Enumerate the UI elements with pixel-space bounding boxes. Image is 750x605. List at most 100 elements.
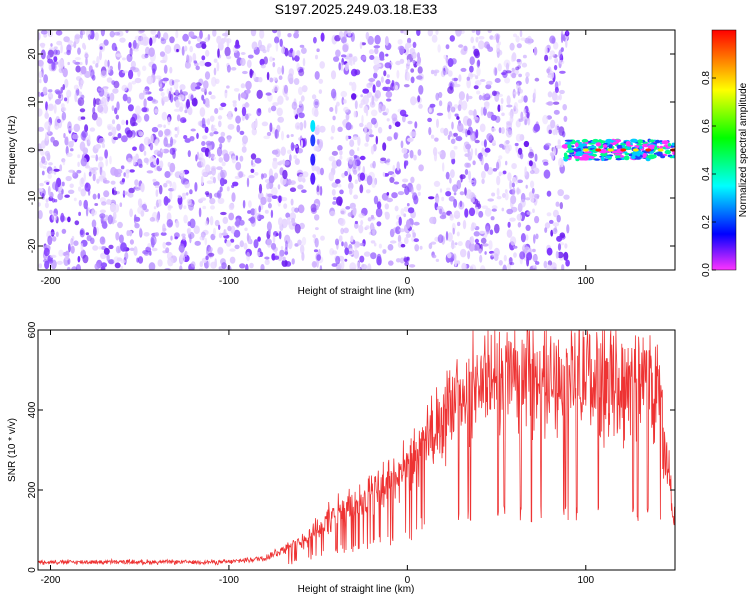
spectrogram-noise-blob [364, 142, 369, 147]
spectrogram-noise-blob [400, 243, 406, 248]
spectrogram-noise-blob [114, 107, 118, 115]
spectrogram-noise-blob [330, 136, 334, 140]
spectrogram-noise-blob [320, 235, 325, 241]
spectrogram-noise-blob [370, 145, 375, 155]
spectrogram-noise-blob [258, 214, 265, 220]
spectrogram-noise-blob [74, 35, 80, 45]
spectrogram-noise-blob [475, 206, 479, 215]
spectrogram-noise-blob [403, 84, 410, 88]
spectrogram-noise-blob [201, 43, 207, 49]
spectrogram-noise-blob [563, 194, 570, 200]
spectrogram-noise-blob [186, 54, 190, 64]
spectrogram-noise-blob [300, 139, 303, 148]
spectrogram-noise-blob [66, 89, 72, 98]
colorbar-tick-label: 0.0 [701, 263, 712, 277]
spectrogram-noise-blob [139, 227, 142, 236]
spectrogram-noise-blob [301, 236, 307, 246]
spectrogram-noise-blob [117, 133, 122, 139]
spectrogram-noise-blob [405, 160, 409, 166]
spectrogram-noise-blob [233, 88, 240, 92]
spectrogram-noise-blob [473, 231, 480, 237]
spectrogram-noise-blob [301, 252, 305, 261]
spectrogram-noise-blob [463, 45, 468, 52]
spectrogram-noise-blob [314, 166, 321, 172]
spectrogram-noise-blob [373, 65, 378, 74]
spectrogram-noise-blob [147, 243, 152, 248]
spectrogram-noise-blob [163, 64, 168, 74]
spectrogram-noise-blob [162, 223, 166, 234]
spectrogram-noise-blob [117, 221, 123, 229]
spectrogram-noise-blob [234, 244, 240, 250]
spectrogram-streak-blob [310, 172, 316, 185]
spectrogram-noise-blob [311, 94, 317, 100]
spectrogram-noise-blob [441, 211, 447, 218]
spectrogram-noise-blob [224, 46, 231, 57]
spectrogram-noise-blob [52, 181, 59, 190]
spectrogram-noise-blob [218, 120, 222, 128]
spectrogram-noise-blob [269, 77, 274, 83]
spectrogram-noise-blob [368, 82, 374, 86]
spectrogram-noise-blob [207, 252, 215, 257]
spectrogram-noise-blob [294, 158, 300, 166]
spectrogram-noise-blob [450, 105, 455, 113]
spectrogram-noise-blob [330, 70, 337, 80]
spectrogram-noise-blob [492, 168, 498, 172]
spectrogram-noise-blob [124, 252, 129, 260]
spectrogram-noise-blob [438, 100, 443, 107]
snr-y-tick-label: 600 [27, 321, 38, 338]
spectrogram-noise-blob [241, 106, 247, 117]
signal-band-blob [580, 143, 588, 147]
spectrogram-noise-blob [268, 175, 275, 184]
spectrogram-noise-blob [507, 172, 512, 182]
spectrogram-noise-blob [53, 103, 57, 114]
spectrogram-noise-blob [234, 107, 238, 112]
spectrogram-noise-blob [186, 227, 192, 234]
spectrogram-noise-blob [452, 184, 459, 193]
spectrogram-noise-blob [67, 61, 70, 66]
spectrogram-noise-blob [353, 154, 358, 159]
spectrogram-noise-blob [58, 67, 64, 74]
spectrogram-noise-blob [450, 245, 456, 249]
spectrogram-noise-blob [130, 66, 136, 71]
spectrogram-noise-blob [264, 259, 270, 266]
spectrogram-noise-blob [464, 187, 467, 196]
spectrogram-noise-blob [201, 117, 206, 127]
spectrogram-noise-blob [294, 122, 301, 130]
spectrogram-noise-blob [68, 140, 74, 148]
spectrogram-noise-blob [394, 205, 399, 212]
spectrogram-noise-blob [183, 205, 187, 210]
spectrogram-noise-blob [147, 96, 154, 101]
spectrogram-noise-blob [453, 104, 459, 109]
spectrogram-noise-blob [47, 173, 52, 179]
spectrogram-noise-blob [113, 136, 119, 141]
signal-band-blob [667, 143, 672, 147]
spectrogram-noise-blob [270, 242, 277, 250]
spectrogram-noise-blob [473, 85, 479, 90]
spectrogram-noise-blob [459, 200, 463, 208]
spectrogram-noise-blob [183, 135, 188, 140]
spectrogram-noise-blob [160, 59, 166, 64]
spectrogram-noise-blob [289, 47, 294, 54]
signal-band-blob [570, 142, 574, 145]
spectrogram-noise-blob [487, 198, 495, 202]
spectrogram-noise-blob [240, 57, 246, 67]
spectrogram-noise-blob [555, 251, 559, 259]
spectrogram-noise-blob [254, 172, 259, 176]
spectrogram-noise-blob [417, 149, 422, 156]
spectrogram-noise-blob [211, 167, 216, 176]
spectrogram-noise-blob [222, 32, 229, 37]
snr-y-tick-label: 400 [27, 401, 38, 418]
spectrogram-noise-blob [100, 262, 108, 268]
spectrogram-noise-blob [170, 136, 173, 147]
spectrogram-noise-blob [484, 207, 492, 217]
spectrogram-noise-blob [481, 95, 487, 101]
signal-band-blob [642, 153, 647, 158]
spectrogram-noise-blob [50, 254, 57, 258]
spectrogram-noise-blob [482, 243, 489, 247]
spectrogram-noise-blob [80, 80, 85, 85]
spectrogram-noise-blob [517, 147, 523, 155]
spectrogram-noise-blob [269, 122, 273, 133]
spectrogram-noise-blob [177, 126, 180, 136]
spectrogram-noise-blob [108, 131, 113, 137]
spectrogram-noise-blob [401, 147, 408, 154]
